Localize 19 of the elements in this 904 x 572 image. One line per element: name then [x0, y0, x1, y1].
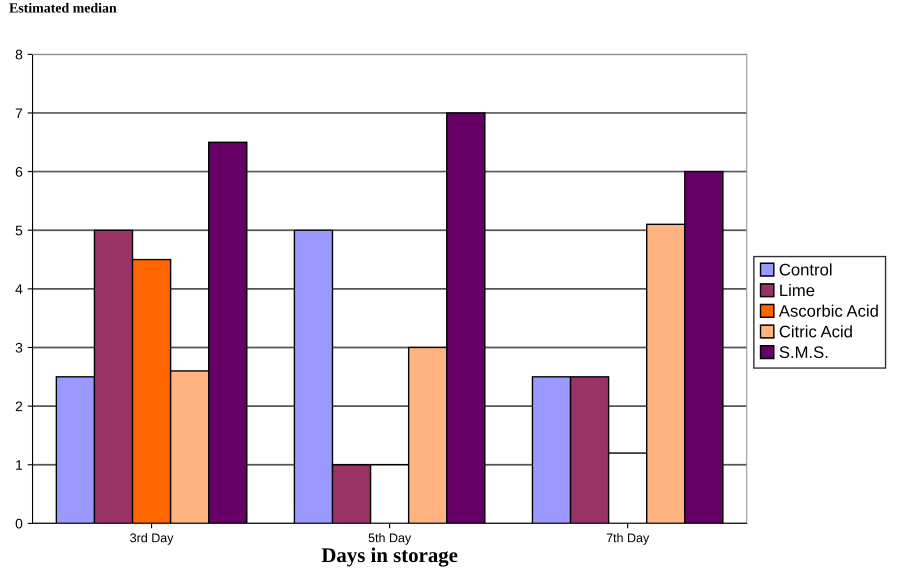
legend-label: Control [780, 263, 832, 276]
legend-label: Citric Acid [780, 325, 852, 338]
y-tick-label: 3 [16, 342, 22, 353]
y-tick-label: 8 [16, 50, 22, 60]
x-tick-label: 7th Day [606, 533, 650, 545]
y-tick-label: 5 [16, 226, 22, 236]
y-tick-label: 4 [15, 284, 22, 294]
y-axis-title: Estimated median [9, 2, 116, 13]
x-tick-label: 5th Day [368, 533, 412, 545]
x-tick-label: 3rd Day [130, 533, 174, 545]
legend-label: Lime [780, 284, 814, 296]
y-tick-label: 0 [16, 518, 22, 529]
y-tick-label: 1 [16, 460, 22, 470]
y-tick-label: 2 [16, 401, 22, 412]
legend-label: S.M.S. [780, 346, 828, 358]
y-tick-label: 7 [16, 108, 22, 118]
y-tick-label: 6 [16, 166, 22, 177]
x-axis-title: Days in storage [322, 548, 458, 567]
legend-label: Ascorbic Acid [778, 304, 878, 317]
